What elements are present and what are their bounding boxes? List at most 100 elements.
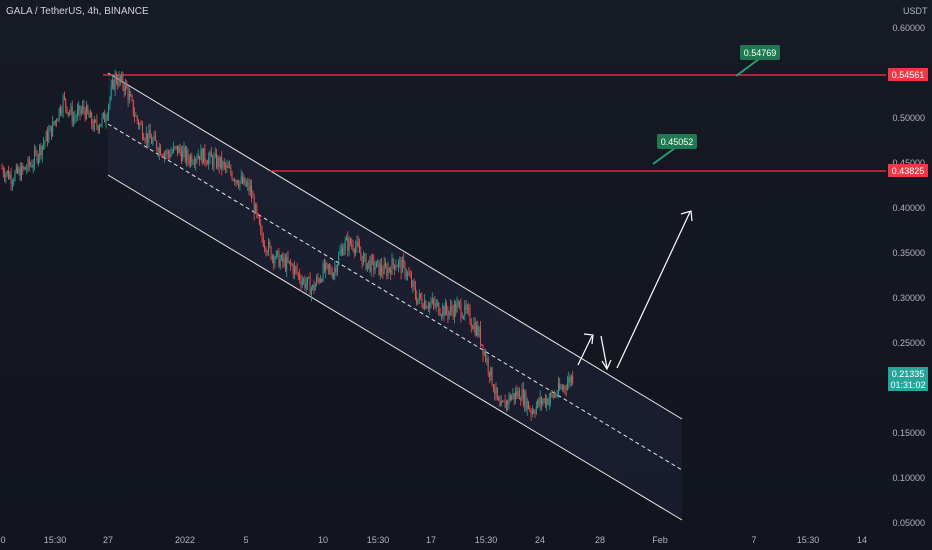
candle-body xyxy=(401,259,403,273)
time-tick-label: 14 xyxy=(857,535,867,545)
candle-body xyxy=(201,149,203,164)
candle-body xyxy=(387,267,389,276)
price-tick-label: 0.10000 xyxy=(892,473,925,483)
candle-body xyxy=(238,183,240,187)
candle-body xyxy=(175,145,177,147)
candle-body xyxy=(499,400,501,407)
candle-body xyxy=(526,401,528,410)
candle-body xyxy=(166,151,168,154)
candle-body xyxy=(71,106,73,122)
time-axis[interactable]: 0 15:30 27 2022 5 10 15:30 17 15:30 24 28 Feb 7 15:30… xyxy=(0,535,867,545)
candle-body xyxy=(165,153,167,154)
candle-body xyxy=(533,410,535,413)
target-tag-upper[interactable] xyxy=(740,45,780,60)
candle-body xyxy=(113,80,115,90)
price-tick-label: 0.50000 xyxy=(892,113,925,123)
candle-body xyxy=(538,399,540,405)
candle-body xyxy=(151,138,152,144)
candle-body xyxy=(374,267,376,270)
time-tick-label: 7 xyxy=(751,535,756,545)
candle-body xyxy=(260,224,262,230)
candle-body xyxy=(390,269,392,275)
candle-body xyxy=(557,383,559,395)
current-price-text: 0.21335 xyxy=(892,369,925,379)
candle-body xyxy=(291,264,293,266)
candle-body xyxy=(316,277,318,285)
candle-body xyxy=(489,371,490,377)
candle-body xyxy=(174,146,176,148)
candle-body xyxy=(251,185,253,198)
candle-body xyxy=(132,99,134,115)
candle-body xyxy=(433,299,435,303)
candle-body xyxy=(75,117,77,118)
candle-body xyxy=(1,167,3,169)
candle-body xyxy=(369,260,371,272)
candle-body xyxy=(2,168,4,174)
candle-body xyxy=(265,247,267,253)
candle-body xyxy=(340,248,342,252)
candle-body xyxy=(138,120,139,126)
candle-body xyxy=(275,251,277,259)
candle-body xyxy=(512,393,514,397)
candle-body xyxy=(80,110,82,114)
price-tick-label: 0.25000 xyxy=(892,338,925,348)
price-tick-label: 0.30000 xyxy=(892,293,925,303)
candle-body xyxy=(240,176,242,181)
candle-body xyxy=(427,307,429,309)
candle-body xyxy=(264,246,266,248)
candle-body xyxy=(492,385,494,391)
candle-body xyxy=(281,255,282,260)
candle-body xyxy=(199,155,201,161)
candle-body xyxy=(179,146,181,152)
candle-body xyxy=(434,302,436,307)
candle-body xyxy=(242,176,243,184)
candle-body xyxy=(35,150,37,153)
price-tick-label: 0.60000 xyxy=(892,23,925,33)
candle-body xyxy=(395,266,397,270)
candle-body xyxy=(190,155,191,164)
candle-body xyxy=(461,317,463,318)
channel-lower-line[interactable] xyxy=(107,174,683,521)
candle-body xyxy=(500,401,502,407)
candle-body xyxy=(31,164,33,168)
candle-body xyxy=(352,245,354,250)
candle-body xyxy=(396,266,398,267)
candle-body xyxy=(314,284,316,291)
candle-body xyxy=(541,397,542,404)
candle-body xyxy=(5,173,7,178)
candle-body xyxy=(422,305,424,309)
candle-body xyxy=(144,139,146,141)
projection-arrow-down xyxy=(600,335,608,369)
candle-body xyxy=(96,120,98,127)
candle-body xyxy=(429,303,431,309)
candle-body xyxy=(86,105,87,119)
candle-body xyxy=(460,304,462,318)
candle-body xyxy=(321,279,323,281)
candle-body xyxy=(236,180,238,184)
candle-body xyxy=(243,177,245,184)
candle-body xyxy=(58,108,60,120)
channel-fill xyxy=(108,73,682,520)
candle-body xyxy=(110,86,112,98)
candle-body xyxy=(421,298,423,306)
candle-body xyxy=(83,106,85,110)
candle-body xyxy=(318,279,320,283)
target-tag-lower[interactable] xyxy=(657,134,697,149)
candle-body xyxy=(408,272,410,276)
candle-body xyxy=(372,257,373,259)
candle-body xyxy=(249,185,251,192)
candle-body xyxy=(375,261,377,268)
candle-body xyxy=(547,398,549,405)
price-tag-upper xyxy=(888,68,928,81)
candle-body xyxy=(256,204,258,214)
price-axis[interactable]: 0.600000.550000.500000.450000.400000.350… xyxy=(892,23,925,528)
candle-body xyxy=(353,249,355,252)
candle-body xyxy=(141,124,143,138)
channel-upper-line[interactable] xyxy=(107,72,683,420)
candle-body xyxy=(338,254,340,265)
candle-body xyxy=(292,265,294,275)
candle-body xyxy=(4,173,6,178)
candle-body xyxy=(178,146,180,154)
